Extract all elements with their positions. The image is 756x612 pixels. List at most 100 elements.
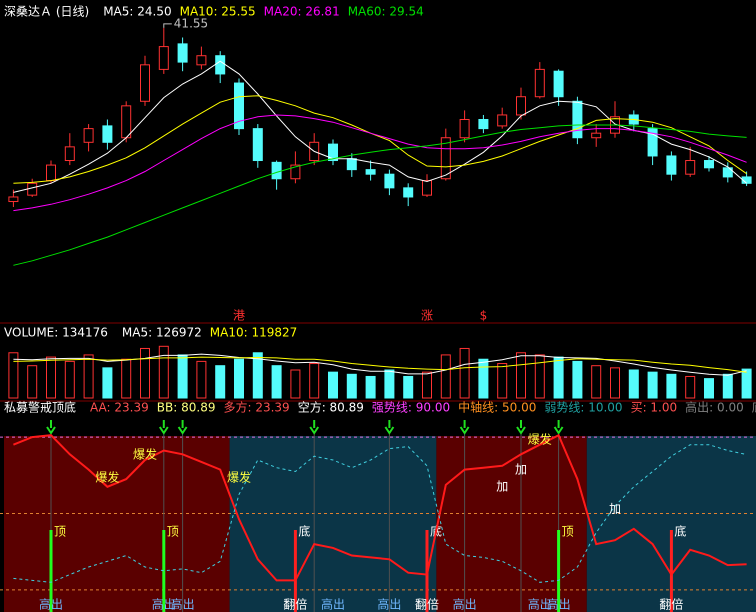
- signal-arrow: [384, 420, 395, 435]
- volume-bar: [27, 365, 38, 399]
- ma-line: [13, 60, 747, 193]
- candle-body: [478, 119, 489, 130]
- volume-bar: [83, 354, 94, 399]
- candle-body: [403, 187, 414, 198]
- candle-body: [196, 55, 207, 66]
- bottom-label: 高出: [528, 597, 552, 612]
- legend-entry: 弱势线: 10.00: [544, 401, 622, 415]
- bottom-label: 高出: [453, 597, 477, 612]
- annotation: 加: [515, 462, 527, 476]
- candle-body: [46, 164, 56, 182]
- bottom-label: 高出: [39, 597, 63, 612]
- candle-body: [591, 132, 602, 139]
- bottom-label: 翻倍: [415, 597, 439, 612]
- signal-bar: [669, 530, 673, 612]
- signal-arrow: [177, 420, 188, 435]
- price-marker: $: [480, 309, 488, 323]
- annotation: 爆发: [95, 469, 119, 484]
- bottom-label: 翻倍: [659, 597, 683, 612]
- legend-entry: 空方: 80.89: [298, 400, 364, 415]
- volume-bar: [553, 356, 564, 399]
- volume-bar: [234, 358, 244, 399]
- volume-bar: [403, 375, 414, 399]
- volume-bar: [610, 367, 620, 399]
- signal-bar: [557, 530, 561, 612]
- volume-bar: [196, 360, 207, 399]
- legend-entry: MA60: 29.54: [348, 5, 424, 19]
- volume-bar: [158, 345, 169, 399]
- volume-bar: [704, 378, 714, 399]
- volume-bar: [685, 375, 696, 399]
- volume-bar: [384, 369, 395, 399]
- candle-body: [722, 167, 733, 178]
- signal-bar: [293, 530, 297, 612]
- legend-entry: 强势线: 90.00: [372, 401, 450, 415]
- signal-label: 底: [674, 524, 686, 539]
- volume-bar: [591, 365, 602, 399]
- candle-body: [83, 128, 94, 143]
- candle-body: [252, 128, 263, 162]
- candle-body: [534, 68, 545, 98]
- volume-bar: [572, 360, 583, 399]
- legend-entry: 买: 1.00: [631, 401, 678, 415]
- volume-bar: [534, 354, 545, 399]
- zone: [436, 436, 587, 612]
- legend-entry: MA5: 24.50: [103, 5, 171, 19]
- candle-body: [346, 158, 357, 171]
- legend-entry: 底: 0.00: [752, 400, 756, 415]
- candle-body: [158, 46, 169, 70]
- panel-title: VOLUME: 134176: [4, 326, 108, 340]
- panel-title: 深桑达Ａ (日线): [4, 5, 89, 19]
- candle-body: [27, 182, 38, 196]
- legend-entry: MA10: 25.55: [180, 5, 256, 19]
- candle-body: [215, 55, 226, 75]
- bottom-label: 高出: [547, 597, 571, 612]
- signal-arrow: [158, 420, 169, 435]
- candle-body: [422, 180, 432, 196]
- volume-bar: [459, 347, 470, 399]
- volume-bar: [422, 371, 432, 399]
- volume-bar: [140, 347, 150, 399]
- candle-body: [365, 169, 376, 175]
- legend-entry: 中轴线: 50.00: [458, 400, 536, 415]
- candle-body: [497, 114, 508, 127]
- candle-body: [177, 43, 188, 63]
- candle-body: [741, 176, 752, 184]
- volume-bar: [647, 371, 658, 399]
- zone: [229, 436, 437, 612]
- annotation: 爆发: [227, 469, 251, 484]
- volume-bar: [516, 352, 526, 399]
- candle-body: [666, 155, 677, 175]
- signal-label: 顶: [562, 525, 574, 539]
- signal-arrow: [46, 420, 56, 435]
- candle-body: [516, 96, 526, 116]
- candle-body: [440, 137, 451, 180]
- candle-body: [704, 160, 714, 169]
- legend-entry: MA5: 126972: [122, 326, 202, 340]
- signal-label: 顶: [54, 525, 66, 539]
- candle-body: [121, 105, 132, 139]
- price-marker: 港: [233, 309, 245, 323]
- signal-arrow: [309, 420, 320, 435]
- volume-bar: [440, 354, 451, 399]
- high-label: 41.55: [174, 16, 208, 30]
- volume-bar: [346, 373, 357, 399]
- legend-entry: 多方: 23.39: [223, 400, 289, 415]
- volume-bar: [290, 369, 301, 399]
- candle-body: [271, 161, 282, 180]
- volume-bar: [722, 373, 733, 399]
- volume-bar: [666, 373, 677, 399]
- signal-label: 顶: [167, 525, 179, 539]
- candle-body: [140, 64, 150, 102]
- annotation: 爆发: [528, 431, 552, 446]
- candle-body: [647, 128, 658, 157]
- legend-entry: 高出: 0.00: [685, 400, 744, 415]
- legend-entry: MA20: 26.81: [264, 5, 340, 19]
- annotation: 加: [609, 502, 621, 516]
- candle-body: [234, 82, 244, 130]
- volume-bar: [64, 360, 75, 399]
- zone: [4, 436, 230, 612]
- candle-body: [685, 160, 696, 175]
- candle-body: [384, 173, 395, 189]
